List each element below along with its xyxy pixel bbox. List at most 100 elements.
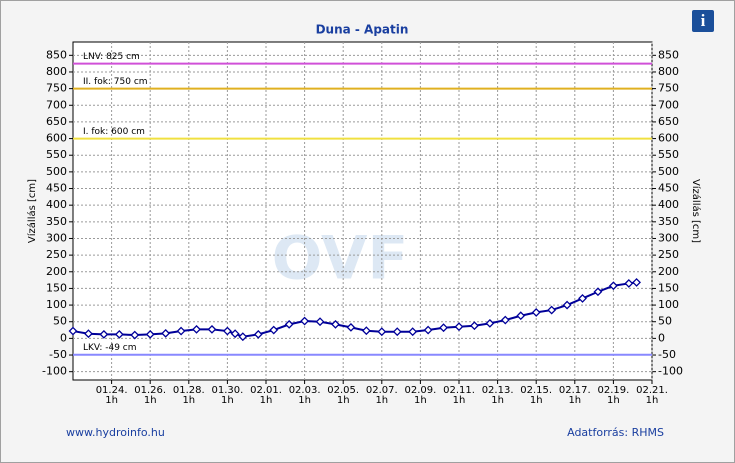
y2-tick-label: -50 <box>658 348 676 361</box>
x-tick-sublabel: 1h <box>182 395 195 406</box>
data-point <box>207 324 217 334</box>
data-point <box>176 326 186 336</box>
y2-tick-label: 400 <box>658 198 679 211</box>
data-point <box>470 321 479 331</box>
data-point <box>439 323 448 333</box>
y2-tick-label: -100 <box>658 365 683 378</box>
data-point <box>114 329 124 339</box>
info-icon[interactable]: i <box>701 11 706 30</box>
y2-tick-label: 300 <box>658 231 679 244</box>
x-tick-label: 01.28. <box>173 385 205 396</box>
x-tick-label: 02.03. <box>289 385 321 396</box>
y-axis-label: Vízállás [cm] <box>26 179 38 243</box>
y2-tick-label: 800 <box>658 65 679 78</box>
data-point <box>238 332 248 342</box>
data-point <box>578 293 587 303</box>
x-tick-label: 02.19. <box>597 385 629 396</box>
x-tick-sublabel: 1h <box>144 395 157 406</box>
data-point <box>346 322 356 332</box>
y-tick-label: 550 <box>46 148 67 161</box>
y2-tick-label: 350 <box>658 215 679 228</box>
data-point <box>377 327 387 337</box>
y-tick-label: -50 <box>49 348 67 361</box>
data-point <box>300 316 310 326</box>
data-point <box>130 330 140 340</box>
y2-axis-label: Vízállás [cm] <box>690 179 702 243</box>
reference-label: LNV: 825 cm <box>83 52 140 62</box>
y-tick-label: 800 <box>46 65 67 78</box>
x-tick-label: 01.24. <box>96 385 128 396</box>
info-button[interactable] <box>692 10 714 32</box>
reference-label: I. fok: 600 cm <box>83 127 145 137</box>
y-tick-label: 600 <box>46 132 67 145</box>
data-point <box>608 281 618 291</box>
x-tick-sublabel: 1h <box>646 395 659 406</box>
data-point <box>485 318 495 328</box>
y-tick-label: 650 <box>46 115 67 128</box>
y2-tick-label: 250 <box>658 248 679 261</box>
x-tick-label: 02.01. <box>250 385 282 396</box>
data-point <box>99 329 109 339</box>
x-tick-sublabel: 1h <box>298 395 311 406</box>
data-point <box>230 329 240 339</box>
watermark: OVF <box>272 224 409 294</box>
y2-tick-label: 500 <box>658 165 679 178</box>
y2-tick-label: 100 <box>658 298 679 311</box>
data-point <box>145 329 155 339</box>
data-point <box>423 325 433 335</box>
y-tick-label: 450 <box>46 182 67 195</box>
x-tick-sublabel: 1h <box>375 395 388 406</box>
y2-tick-label: 50 <box>658 315 672 328</box>
y-tick-label: 150 <box>46 281 67 294</box>
y-tick-label: 100 <box>46 298 67 311</box>
y2-tick-label: 750 <box>658 82 679 95</box>
data-point <box>624 279 634 288</box>
data-point <box>315 317 325 327</box>
x-tick-label: 02.05. <box>327 385 359 396</box>
x-tick-label: 02.21. <box>636 385 668 396</box>
y2-tick-label: 0 <box>658 331 665 344</box>
x-tick-label: 01.26. <box>134 385 166 396</box>
x-tick-label: 02.11. <box>443 385 475 396</box>
data-point <box>284 319 294 329</box>
y2-tick-label: 600 <box>658 132 679 145</box>
x-tick-sublabel: 1h <box>414 395 427 406</box>
data-point <box>84 329 93 339</box>
data-point <box>361 326 371 336</box>
x-tick-label: 02.13. <box>482 385 514 396</box>
reference-label: LKV: -49 cm <box>83 343 137 353</box>
x-tick-sublabel: 1h <box>530 395 543 406</box>
data-point <box>68 326 78 336</box>
x-tick-sublabel: 1h <box>337 395 350 406</box>
y-tick-label: 250 <box>46 248 67 261</box>
data-point <box>331 319 340 329</box>
x-tick-sublabel: 1h <box>105 395 118 406</box>
data-point <box>192 324 201 334</box>
data-point <box>500 315 510 325</box>
data-point <box>516 311 526 321</box>
data-point <box>562 300 572 310</box>
y-tick-label: 50 <box>53 315 67 328</box>
y2-tick-label: 550 <box>658 148 679 161</box>
y-tick-label: 300 <box>46 231 67 244</box>
y-tick-label: 850 <box>46 48 67 61</box>
data-point <box>222 326 232 336</box>
x-tick-label: 01.30. <box>211 385 243 396</box>
reference-label: II. fok: 750 cm <box>83 77 148 87</box>
y2-tick-label: 200 <box>658 265 679 278</box>
y-tick-label: 500 <box>46 165 67 178</box>
y-tick-label: 700 <box>46 98 67 111</box>
footer-link[interactable]: www.hydroinfo.hu <box>66 426 165 439</box>
data-point <box>454 322 464 332</box>
y-tick-label: 400 <box>46 198 67 211</box>
chart-title: Duna - Apatin <box>316 23 409 37</box>
x-tick-label: 02.17. <box>559 385 591 396</box>
y-tick-label: 200 <box>46 265 67 278</box>
x-tick-sublabel: 1h <box>221 395 234 406</box>
data-point <box>269 325 279 335</box>
y2-tick-label: 650 <box>658 115 679 128</box>
x-tick-sublabel: 1h <box>453 395 466 406</box>
y2-tick-label: 850 <box>658 48 679 61</box>
x-tick-label: 02.15. <box>520 385 552 396</box>
